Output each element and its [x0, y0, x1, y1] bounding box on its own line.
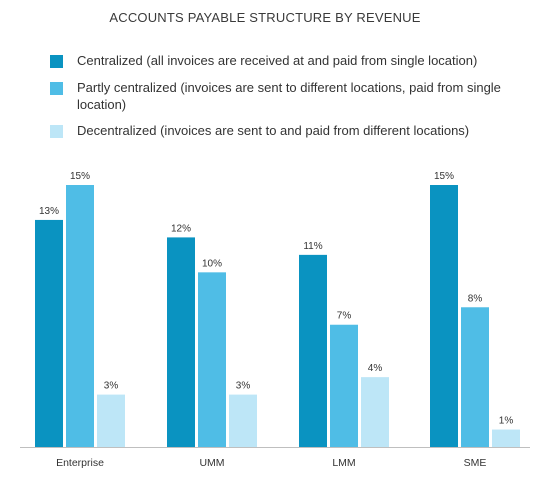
legend: Centralized (all invoices are received a… — [50, 52, 530, 149]
data-label-sme-s2: 1% — [499, 416, 514, 427]
bar-sme-s1 — [461, 307, 489, 447]
data-label-umm-s1: 10% — [202, 258, 222, 269]
legend-swatch-decentralized — [50, 125, 63, 138]
bar-umm-s0 — [167, 237, 195, 447]
bar-enterprise-s2 — [97, 394, 125, 447]
category-label-enterprise: Enterprise — [56, 457, 104, 469]
bar-enterprise-s1 — [66, 185, 94, 447]
data-label-enterprise-s0: 13% — [39, 206, 59, 217]
bar-sme-s2 — [492, 429, 520, 447]
data-label-sme-s0: 15% — [434, 171, 454, 182]
data-label-enterprise-s2: 3% — [104, 381, 119, 392]
legend-item-centralized: Centralized (all invoices are received a… — [50, 52, 530, 69]
category-label-lmm: LMM — [332, 457, 355, 469]
category-label-umm: UMM — [199, 457, 224, 469]
legend-label-decentralized: Decentralized (invoices are sent to and … — [77, 123, 470, 138]
data-label-sme-s1: 8% — [468, 293, 483, 304]
data-label-lmm-s0: 11% — [303, 241, 322, 252]
data-label-lmm-s2: 4% — [368, 363, 383, 374]
legend-item-partly-centralized: Partly centralized (invoices are sent to… — [50, 79, 530, 113]
data-label-lmm-s1: 7% — [337, 311, 352, 322]
bar-umm-s2 — [229, 394, 257, 447]
legend-swatch-centralized — [50, 55, 63, 68]
data-label-umm-s0: 12% — [171, 223, 191, 234]
bar-lmm-s2 — [361, 377, 389, 447]
data-label-umm-s2: 3% — [236, 381, 251, 392]
data-label-enterprise-s1: 15% — [70, 171, 90, 182]
bar-umm-s1 — [198, 272, 226, 447]
legend-label-partly-centralized: Partly centralized (invoices are sent to… — [77, 80, 501, 112]
legend-item-decentralized: Decentralized (invoices are sent to and … — [50, 122, 530, 139]
chart-title: ACCOUNTS PAYABLE STRUCTURE BY REVENUE — [109, 10, 421, 25]
bar-lmm-s1 — [330, 324, 358, 447]
bar-sme-s0 — [430, 185, 458, 447]
bar-enterprise-s0 — [35, 219, 63, 447]
bar-lmm-s0 — [299, 254, 327, 447]
legend-label-centralized: Centralized (all invoices are received a… — [77, 53, 478, 68]
category-label-sme: SME — [464, 457, 487, 469]
legend-swatch-partly-centralized — [50, 82, 63, 95]
